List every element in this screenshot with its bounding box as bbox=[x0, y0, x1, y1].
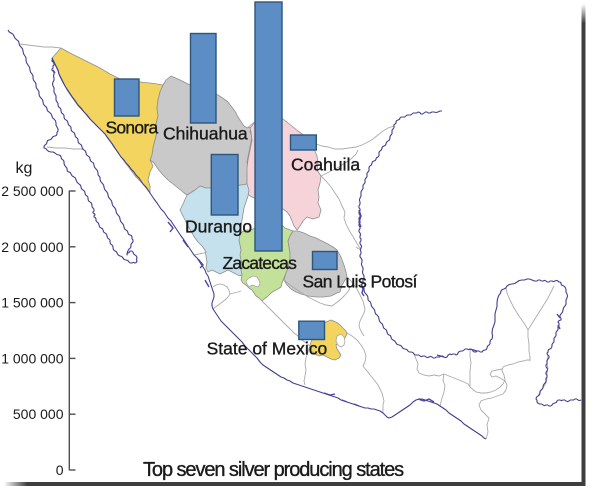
svg-text:Durango: Durango bbox=[185, 217, 252, 237]
svg-text:San Luis Potosí: San Luis Potosí bbox=[303, 272, 418, 292]
svg-text:State of Mexico: State of Mexico bbox=[207, 339, 328, 359]
svg-text:Sonora: Sonora bbox=[106, 118, 159, 138]
svg-text:Top seven silver producing sta: Top seven silver producing states bbox=[143, 459, 404, 481]
svg-text:Coahuila: Coahuila bbox=[291, 155, 360, 175]
svg-text:1 000 000: 1 000 000 bbox=[1, 350, 63, 366]
svg-text:kg: kg bbox=[16, 160, 33, 177]
svg-text:0: 0 bbox=[56, 462, 64, 478]
svg-text:2 500 000: 2 500 000 bbox=[1, 183, 63, 199]
svg-text:500 000: 500 000 bbox=[13, 406, 64, 422]
svg-text:Zacatecas: Zacatecas bbox=[223, 253, 298, 273]
svg-text:1 500 000: 1 500 000 bbox=[1, 295, 63, 311]
svg-text:Chihuahua: Chihuahua bbox=[163, 124, 248, 144]
svg-text:2 000 000: 2 000 000 bbox=[1, 239, 63, 255]
